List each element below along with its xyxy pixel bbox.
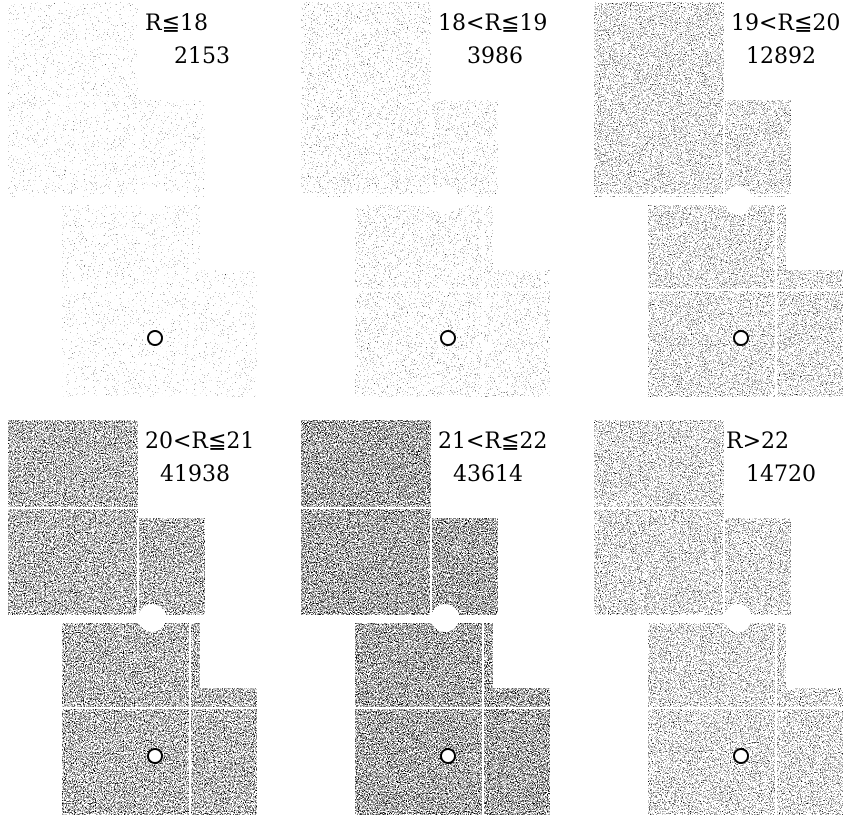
blank-region [786,205,845,270]
blank-region [786,623,845,688]
blank-region [724,418,804,518]
magnitude-range: R>22 [726,429,789,454]
magnitude-range: 20<R≦21 [145,429,254,454]
star-count: 41938 [160,462,230,487]
panel: 19<R≦20 12892 [594,0,845,397]
blank-region [431,0,511,100]
star-count: 43614 [453,462,523,487]
panel: 18<R≦19 3986 [301,0,553,397]
masked-star [733,330,749,346]
blank-region [138,418,218,518]
masked-star [724,186,752,214]
blank-region [724,0,804,100]
star-count: 3986 [467,44,523,69]
masked-star [431,186,459,214]
masked-star [431,604,459,632]
magnitude-range: 18<R≦19 [438,11,547,36]
blank-region [200,205,260,270]
blank-region [431,418,511,518]
magnitude-range: 21<R≦22 [438,429,547,454]
masked-star [440,748,456,764]
panel: 20<R≦21 41938 [8,418,260,815]
magnitude-range: R≦18 [145,11,208,36]
blank-region [138,0,218,100]
panel: R>22 14720 [594,418,845,815]
masked-star [440,330,456,346]
star-count: 12892 [746,44,816,69]
blank-region [200,623,260,688]
star-count: 2153 [174,44,230,69]
masked-star [733,748,749,764]
masked-star [147,748,163,764]
masked-star [138,604,166,632]
panel: 21<R≦22 43614 [301,418,553,815]
magnitude-range: 19<R≦20 [731,11,840,36]
star-count: 14720 [746,462,816,487]
blank-region [493,205,553,270]
masked-star [138,186,166,214]
masked-star [147,330,163,346]
masked-star [724,604,752,632]
panel: R≦18 2153 [8,0,260,397]
blank-region [493,623,553,688]
